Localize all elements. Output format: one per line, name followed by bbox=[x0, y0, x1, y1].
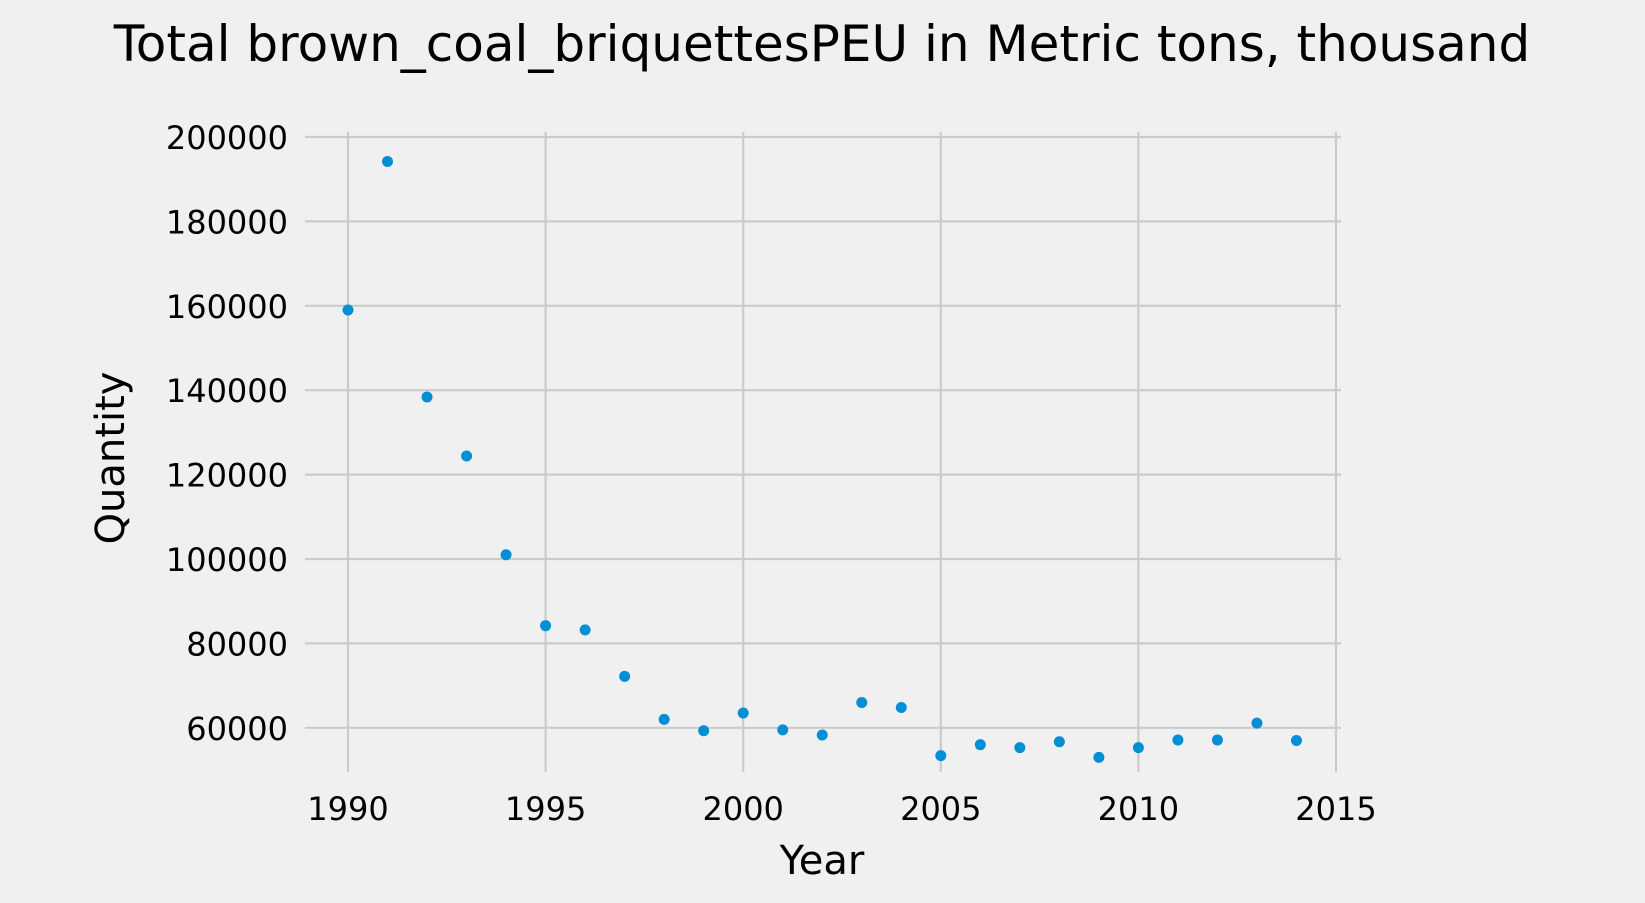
data-point bbox=[737, 707, 749, 719]
data-point bbox=[816, 729, 828, 741]
data-point bbox=[974, 739, 986, 751]
data-point bbox=[619, 670, 631, 682]
data-point bbox=[421, 391, 433, 403]
grid bbox=[305, 132, 1341, 772]
x-tick-label: 1990 bbox=[307, 790, 388, 828]
x-tick-label: 2015 bbox=[1295, 790, 1376, 828]
data-point bbox=[658, 713, 670, 725]
data-point bbox=[1290, 734, 1302, 746]
data-point bbox=[698, 725, 710, 737]
data-point bbox=[895, 702, 907, 714]
y-axis-label: Quantity bbox=[88, 372, 134, 545]
x-tick-label: 2005 bbox=[900, 790, 981, 828]
y-tick-label: 200000 bbox=[166, 119, 288, 157]
x-tick-labels: 1990 1995 2000 2005 2010 2015 bbox=[307, 790, 1376, 828]
data-points bbox=[342, 155, 1302, 763]
data-point bbox=[500, 549, 512, 561]
x-tick-label: 2010 bbox=[1098, 790, 1179, 828]
data-point bbox=[1172, 734, 1184, 746]
data-point bbox=[856, 696, 868, 708]
y-tick-label: 140000 bbox=[166, 372, 288, 410]
data-point bbox=[1093, 751, 1105, 763]
y-tick-label: 180000 bbox=[166, 203, 288, 241]
data-point bbox=[540, 620, 552, 632]
data-point bbox=[461, 450, 473, 462]
y-tick-label: 120000 bbox=[166, 457, 288, 495]
y-tick-label: 160000 bbox=[166, 288, 288, 326]
data-point bbox=[382, 155, 394, 167]
y-tick-label: 80000 bbox=[186, 625, 288, 663]
x-axis-label: Year bbox=[779, 838, 865, 884]
data-point bbox=[579, 624, 591, 636]
data-point bbox=[1014, 742, 1026, 754]
data-point bbox=[935, 750, 947, 762]
data-point bbox=[1251, 717, 1263, 729]
y-tick-labels: 60000 80000 100000 120000 140000 160000 180000… bbox=[166, 119, 288, 748]
y-tick-label: 100000 bbox=[166, 541, 288, 579]
data-point bbox=[1211, 734, 1223, 746]
data-point bbox=[1132, 742, 1144, 754]
x-tick-label: 1995 bbox=[505, 790, 586, 828]
chart-title: Total brown_coal_briquettesPEU in Metric… bbox=[113, 15, 1531, 73]
data-point bbox=[777, 724, 789, 736]
data-point bbox=[342, 304, 354, 316]
x-tick-label: 2000 bbox=[702, 790, 783, 828]
data-point bbox=[1053, 736, 1065, 748]
y-tick-label: 60000 bbox=[186, 710, 288, 748]
